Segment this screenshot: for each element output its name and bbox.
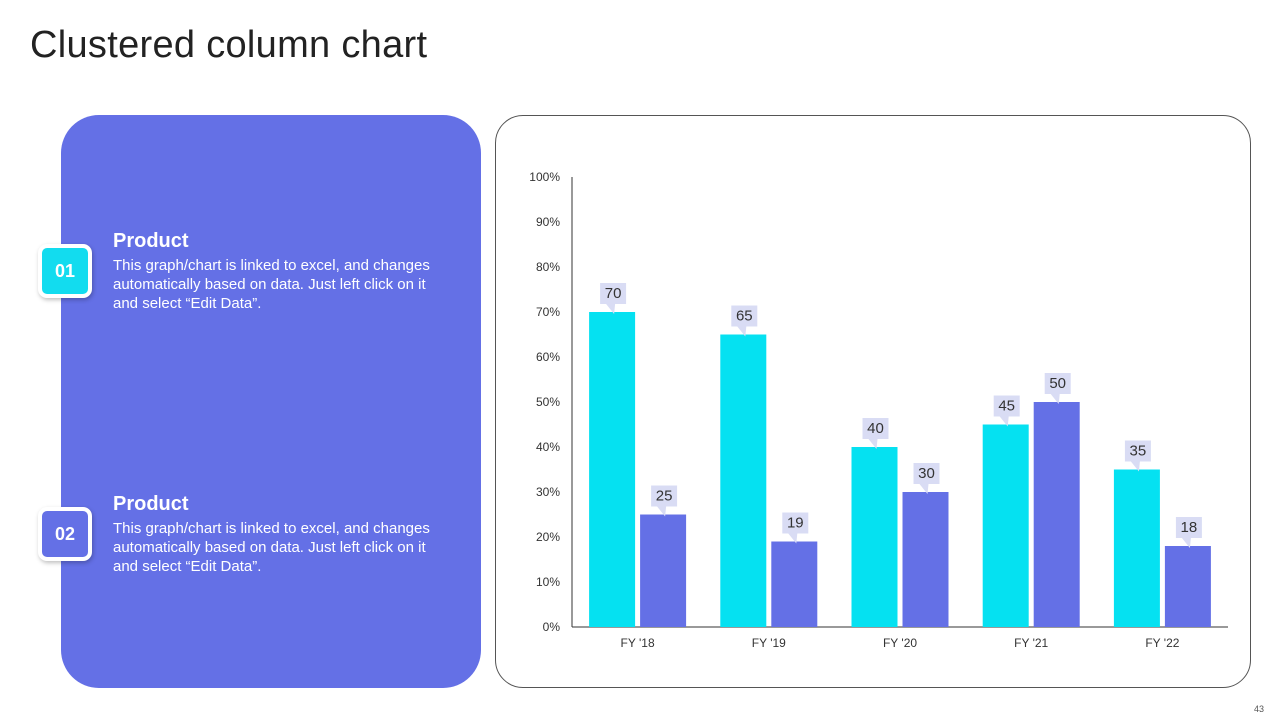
data-label-pointer: [919, 484, 929, 494]
y-tick-label: 30%: [536, 485, 560, 499]
data-label: 70: [605, 285, 622, 302]
data-label-pointer: [1130, 461, 1140, 472]
data-label: 19: [787, 515, 804, 532]
data-label: 40: [867, 420, 884, 437]
data-label-box: [600, 283, 627, 304]
item-title: Product: [113, 230, 189, 252]
y-tick-label: 0%: [543, 620, 561, 634]
bar: [982, 424, 1029, 627]
y-tick-label: 70%: [536, 305, 560, 319]
data-label-pointer: [1050, 394, 1060, 404]
data-label-box: [1175, 517, 1202, 538]
data-label-box: [862, 418, 889, 439]
item-number-badge: 01: [38, 244, 92, 298]
x-tick-label: FY '19: [752, 636, 786, 650]
data-label: 18: [1181, 519, 1198, 536]
bar: [1113, 469, 1160, 627]
data-label-pointer: [788, 533, 798, 544]
item-number-badge: 02: [38, 507, 92, 561]
item-description: This graph/chart is linked to excel, and…: [113, 257, 430, 312]
item-title: Product: [113, 493, 189, 515]
y-tick-label: 40%: [536, 440, 560, 454]
data-label-box: [1044, 373, 1071, 394]
bar: [851, 447, 898, 627]
x-tick-label: FY '20: [883, 636, 917, 650]
x-tick-label: FY '18: [621, 636, 655, 650]
data-label-box: [651, 485, 678, 507]
data-label: 25: [656, 488, 673, 505]
y-tick-label: 50%: [536, 395, 560, 409]
data-label-pointer: [1181, 538, 1191, 548]
data-label-box: [782, 512, 809, 534]
bar: [902, 492, 949, 627]
y-tick-label: 90%: [536, 215, 560, 229]
page-title: Clustered column chart: [30, 24, 428, 66]
y-tick-label: 100%: [529, 170, 560, 184]
product-panel: 01 Product This graph/chart is linked to…: [38, 115, 481, 688]
bar: [771, 541, 818, 627]
y-tick-label: 20%: [536, 530, 560, 544]
bar: [589, 312, 636, 627]
y-tick-label: 80%: [536, 260, 560, 274]
bar: [720, 334, 767, 627]
data-label-box: [1124, 440, 1151, 462]
data-label-pointer: [868, 439, 878, 449]
data-label-box: [993, 395, 1020, 417]
data-label-box: [913, 463, 940, 484]
bar: [1033, 402, 1080, 627]
data-label: 65: [736, 308, 753, 325]
y-tick-label: 60%: [536, 350, 560, 364]
y-tick-label: 10%: [536, 575, 560, 589]
x-tick-label: FY '21: [1014, 636, 1048, 650]
data-label-pointer: [999, 416, 1009, 427]
data-label-pointer: [657, 506, 667, 517]
bar: [1164, 546, 1211, 627]
x-tick-label: FY '22: [1145, 636, 1179, 650]
data-label: 35: [1130, 443, 1147, 460]
data-label: 45: [998, 398, 1015, 415]
slide-number: 43: [1253, 704, 1264, 714]
data-label: 50: [1049, 375, 1066, 392]
column-chart: 0% 10% 20% 30% 40% 50% 60% 70% 80% 90% 100% FY '18 7…: [529, 170, 1228, 650]
data-label-box: [731, 305, 758, 327]
item-description: This graph/chart is linked to excel, and…: [113, 520, 430, 575]
bar: [640, 514, 687, 627]
data-label: 30: [918, 465, 935, 482]
data-label-pointer: [606, 304, 616, 314]
data-label-pointer: [737, 326, 747, 337]
